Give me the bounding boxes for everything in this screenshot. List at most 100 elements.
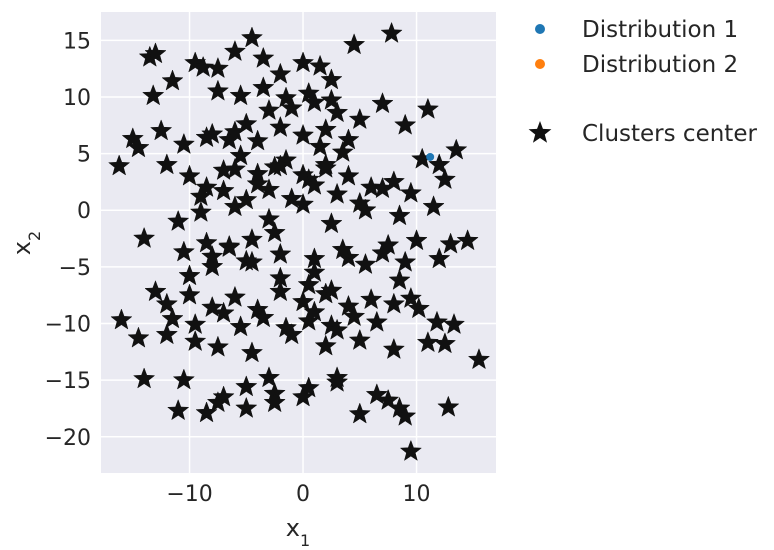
cluster-center-star (274, 316, 298, 338)
cluster-center-star (320, 212, 343, 234)
cluster-center-star (442, 312, 466, 335)
cluster-center-star (110, 308, 133, 330)
cluster-center-star (425, 310, 449, 332)
cluster-center-star (206, 79, 230, 101)
cluster-center-star (172, 368, 195, 390)
cluster-center-star (195, 231, 218, 253)
cluster-center-star (467, 348, 491, 370)
y-tick-label: −15 (45, 369, 91, 394)
cluster-center-star (399, 181, 423, 203)
cluster-center-star (337, 128, 360, 150)
cluster-center-star (360, 287, 383, 310)
cluster-center-star (192, 55, 215, 77)
cluster-center-star (291, 163, 315, 185)
cluster-center-star (331, 238, 354, 260)
cluster-center-star (189, 200, 213, 222)
x-axis-label-sub: 1 (300, 531, 310, 550)
cluster-center-star (291, 385, 315, 407)
cluster-center-star (189, 184, 213, 207)
y-tick-label: 5 (77, 143, 91, 168)
cluster-center-star (144, 280, 167, 302)
cluster-center-star (382, 292, 405, 314)
cluster-center-star (201, 122, 224, 144)
cluster-center-star (201, 244, 224, 267)
cluster-center-star (195, 175, 218, 198)
cluster-center-star (246, 172, 269, 194)
cluster-center-star (223, 285, 247, 307)
legend-star-icon (528, 121, 552, 143)
cluster-center-star (269, 115, 292, 138)
y-tick-label: 0 (77, 199, 91, 224)
cluster-center-star (428, 247, 451, 269)
distribution-points (426, 152, 435, 161)
cluster-center-star (365, 383, 388, 405)
y-tick-label: −5 (59, 256, 91, 281)
cluster-center-star (142, 84, 165, 106)
cluster-center-star (246, 162, 269, 184)
cluster-center-star (218, 235, 241, 258)
cluster-center-star (394, 250, 417, 272)
cluster-center-star (108, 154, 131, 176)
cluster-center-star (195, 126, 218, 148)
cluster-center-star (206, 391, 230, 413)
legend-dot-icon (535, 24, 545, 34)
cluster-center-star (212, 301, 235, 323)
cluster-center-star (263, 221, 286, 243)
cluster-center-star (382, 170, 405, 192)
cluster-center-star (127, 136, 150, 158)
cluster-center-star (348, 191, 371, 213)
cluster-center-star (377, 233, 400, 255)
y-axis-label-sub: 2 (25, 231, 44, 241)
cluster-center-star (445, 138, 468, 160)
cluster-center-star (172, 240, 195, 262)
cluster-center-star (184, 312, 207, 335)
cluster-center-star (325, 370, 349, 392)
cluster-center-star (354, 252, 377, 275)
cluster-center-star (380, 21, 403, 43)
cluster-center-star (416, 331, 440, 353)
cluster-center-star (240, 227, 264, 250)
cluster-center-star (394, 113, 417, 135)
cluster-center-star (269, 280, 292, 302)
cluster-center-star (178, 283, 201, 305)
y-tick-label: 15 (63, 29, 91, 54)
cluster-center-star (365, 310, 388, 332)
x-tick-label: 0 (296, 482, 310, 507)
cluster-center-star (280, 96, 303, 118)
cluster-center-star (314, 334, 337, 356)
cluster-center-star (428, 153, 451, 175)
cluster-center-star (132, 226, 156, 249)
y-axis-label-base: x (8, 241, 36, 255)
legend: Distribution 1 Distribution 2 Clusters cen… (528, 17, 757, 147)
cluster-center-star (388, 204, 411, 226)
cluster-center-star (235, 188, 258, 210)
cluster-center-star (206, 335, 230, 357)
x-axis-label: x1 (286, 514, 310, 550)
cluster-center-star (371, 92, 394, 114)
x-axis-label-base: x (286, 514, 300, 542)
distribution-point (426, 152, 435, 161)
legend-dot-icon (535, 59, 545, 69)
cluster-center-star (252, 306, 275, 328)
cluster-center-star (314, 156, 337, 178)
cluster-center-star (394, 404, 417, 426)
cluster-center-star (303, 300, 326, 322)
cluster-center-star (223, 39, 247, 62)
cluster-center-star (201, 255, 224, 277)
y-tick-label: −10 (45, 312, 91, 337)
cluster-center-star (382, 337, 405, 360)
cluster-center-star (437, 395, 460, 417)
cluster-center-star (297, 273, 320, 295)
cluster-center-star (229, 144, 252, 166)
cluster-center-star (331, 140, 354, 162)
legend-label: Distribution 2 (582, 52, 738, 78)
cluster-center-star (263, 391, 286, 413)
cluster-center-star (399, 439, 423, 461)
cluster-center-star (235, 375, 258, 397)
legend-label: Clusters center (582, 121, 757, 147)
cluster-center-star (246, 129, 269, 151)
cluster-center-star (291, 123, 315, 145)
cluster-center-star (167, 398, 190, 421)
cluster-center-star (240, 341, 264, 363)
